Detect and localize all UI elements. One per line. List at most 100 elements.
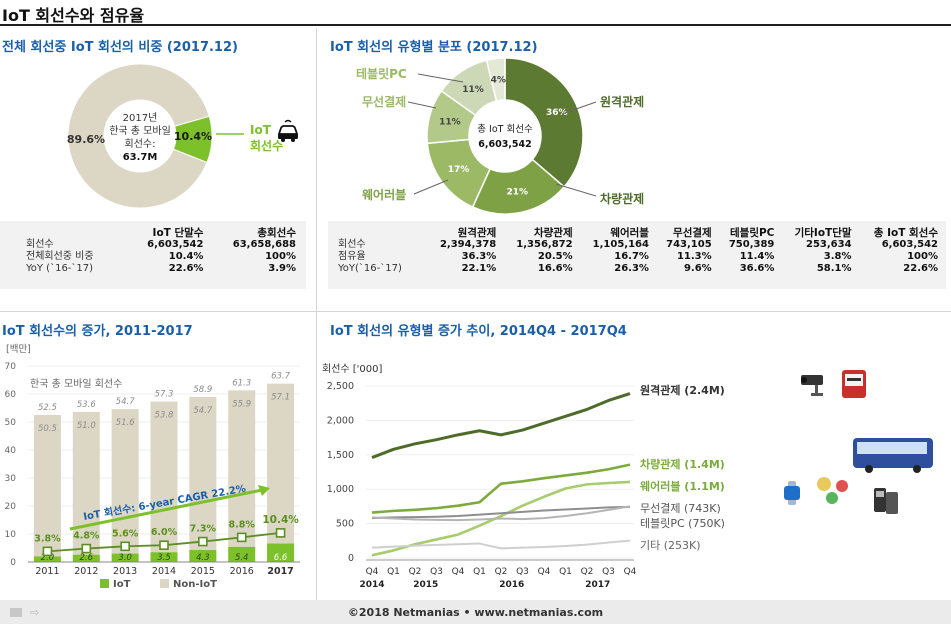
bar-iot-label: 3.5: [157, 553, 171, 563]
donut-slice-non-iot: [67, 63, 210, 209]
table-header-row: IoT 단말수 총회선수: [24, 227, 298, 239]
bar-non-iot: [267, 383, 295, 544]
slice-callout-label: 무선결제: [362, 94, 406, 109]
donut1-center-text: 2017년 한국 총 모바일 회선수: 63.7M: [109, 112, 171, 163]
legend-label: IoT: [113, 579, 131, 590]
bar-iot-label: 5.4: [235, 553, 249, 563]
x-tick-label: Q3: [430, 567, 443, 577]
iot-callout-label: 회선수: [250, 138, 283, 153]
donut1-center-total: 63.7M: [123, 152, 158, 163]
slice-callout-label: 웨어러블: [362, 187, 406, 202]
table-cell: 36.3%: [461, 251, 497, 262]
bar-iot: [33, 556, 61, 562]
iot-share-marker: [120, 541, 130, 552]
bar-iot: [189, 549, 217, 562]
slice-value-label: 11%: [439, 117, 461, 127]
slice-callout-label: 차량관제: [600, 191, 644, 206]
x-tick-label: 2011: [35, 566, 59, 577]
panel2-title: IoT 회선의 유형별 분포 (2017.12): [330, 40, 538, 55]
x-tick-label: Q3: [516, 567, 529, 577]
iot-share-label: 5.6%: [112, 528, 139, 539]
table-cell: 22.1%: [461, 263, 497, 274]
footer-copyright: ©2018 Netmanias • www.netmanias.com: [347, 606, 604, 619]
x-tick-label: 2014: [152, 566, 176, 577]
slice-value-label: 4%: [491, 75, 506, 85]
bar-iot-label: 3.0: [118, 553, 132, 563]
iot-callout-label: IoT: [250, 123, 272, 137]
table-cell: 16.6%: [537, 263, 573, 274]
slice-callout-label: 원격관제: [600, 94, 644, 109]
donut1-center-line: 한국 총 모바일: [109, 125, 171, 137]
bar-non-iot-label: 55.9: [232, 399, 251, 409]
x-tick-label: Q3: [602, 567, 615, 577]
y-tick-label: 1,500: [327, 450, 354, 461]
table-header-cell: IoT 단말수: [152, 227, 204, 239]
bar-iot-label: 6.6: [274, 553, 288, 563]
table-cell: 3.9%: [268, 263, 296, 274]
iot-type-trend-chart: 회선수 ['000] 0 500 1,000 1,500 2,000 2,500 Q4 201…: [322, 363, 933, 590]
bar-non-iot: [228, 390, 256, 547]
x-tick-label: Q2: [495, 567, 508, 577]
iot-share-marker: [236, 532, 247, 543]
table-cell: 26.3%: [614, 263, 649, 274]
y-tick-label: 0: [10, 558, 16, 568]
panel1-table-box: IoT 단말수 총회선수 회선수 6,603,542 63,658,688 전체…: [0, 221, 306, 289]
table-cell: 원격관제: [457, 227, 497, 239]
series-line: [371, 505, 631, 522]
table-header-cell: 총회선수: [257, 227, 296, 239]
series-label: 차량관제 (1.4M): [640, 457, 725, 471]
table-cell: 1,105,164: [592, 239, 649, 250]
table-cell: 750,389: [728, 239, 775, 250]
bus-icon: [853, 438, 933, 473]
table-cell: 10.4%: [168, 251, 204, 262]
table-cell: 총 IoT 회선수: [873, 227, 938, 239]
footer-bar: [0, 600, 951, 624]
panel1-table: IoT 단말수 총회선수 회선수 6,603,542 63,658,688 전체…: [24, 227, 298, 275]
table-cell: 9.6%: [683, 263, 712, 274]
x-tick-label: 2012: [74, 566, 98, 577]
iot-share-donut: 2017년 한국 총 모바일 회선수: 63.7M 89.6% 10.4% Io…: [67, 63, 299, 209]
y-tick-label: 1,000: [327, 484, 354, 495]
table-cell: 100%: [265, 251, 296, 262]
callout-line: [555, 183, 597, 197]
table-cell: 11.4%: [739, 251, 775, 262]
table-cell: 무선결제: [673, 227, 712, 239]
bar-non-iot-label: 54.7: [193, 406, 213, 416]
table-cell: 차량관제: [533, 227, 573, 239]
table-cell: 16.7%: [614, 251, 649, 262]
table-row-label: [336, 227, 422, 239]
series-label: 웨어러블 (1.1M): [640, 479, 725, 493]
wearable-devices-icon: [817, 477, 848, 504]
table-row-label: YoY(`16-`17): [338, 263, 402, 274]
bar-total-label: 58.9: [193, 385, 212, 395]
iot-share-label: 7.3%: [190, 524, 217, 535]
y-tick-label: 0: [348, 553, 354, 564]
iot-share-label: 10.4%: [174, 130, 212, 143]
iot-share-label: 8.8%: [229, 519, 256, 530]
bar-iot: [150, 552, 178, 562]
panel2-table: 원격관제 차량관제 웨어러블 무선결제 테블릿PC 기타IoT단말 총 IoT 회선수 회선수…: [336, 227, 940, 275]
card-terminal-icon: [874, 488, 898, 514]
table-cell: 743,105: [666, 239, 712, 250]
table-cell: 2,394,378: [439, 239, 497, 250]
y-axis-unit: 회선수 ['000]: [322, 363, 383, 375]
table-cell: 6,603,542: [881, 239, 938, 250]
donut-slice: [485, 57, 506, 102]
table-row-label: YoY (`16-`17): [26, 263, 94, 274]
bar-non-iot: [150, 401, 178, 553]
legend-label: Non-IoT: [173, 579, 217, 590]
table-row-label: 회선수: [338, 239, 366, 250]
vertical-divider: [316, 28, 317, 600]
legend-swatch-non-iot: [160, 579, 169, 588]
slice-value-label: 11%: [462, 85, 484, 95]
table-cell: 3.8%: [823, 251, 852, 262]
donut1-center-line: 2017년: [123, 112, 158, 124]
table-row: 점유율 36.3% 20.5% 16.7% 11.3% 11.4% 3.8% 100%: [336, 251, 940, 263]
x-tick-label: 2015: [191, 566, 215, 577]
table-cell: 11.3%: [676, 251, 712, 262]
series-label: 원격관제 (2.4M): [640, 383, 725, 397]
iot-growth-bar-chart: [백만] 한국 총 모바일 회선수 0 10 20 30 40 50 60 70 52.5 50.…: [5, 344, 300, 590]
slice-value-label: 17%: [448, 165, 470, 175]
cagr-arrow: [69, 488, 263, 531]
iot-share-marker: [81, 543, 92, 554]
